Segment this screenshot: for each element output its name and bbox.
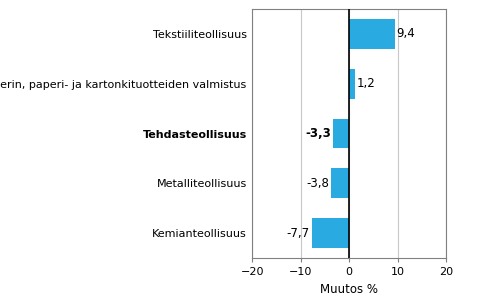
X-axis label: Muutos %: Muutos % [319, 283, 378, 296]
Text: -7,7: -7,7 [286, 226, 309, 240]
Bar [311, 218, 348, 248]
Text: -3,3: -3,3 [305, 127, 331, 140]
Bar [333, 118, 348, 148]
Bar [330, 168, 348, 198]
Text: -3,8: -3,8 [305, 177, 328, 190]
Bar [348, 69, 354, 99]
Text: 1,2: 1,2 [356, 77, 375, 90]
Text: 9,4: 9,4 [396, 27, 415, 40]
Bar [348, 19, 394, 49]
